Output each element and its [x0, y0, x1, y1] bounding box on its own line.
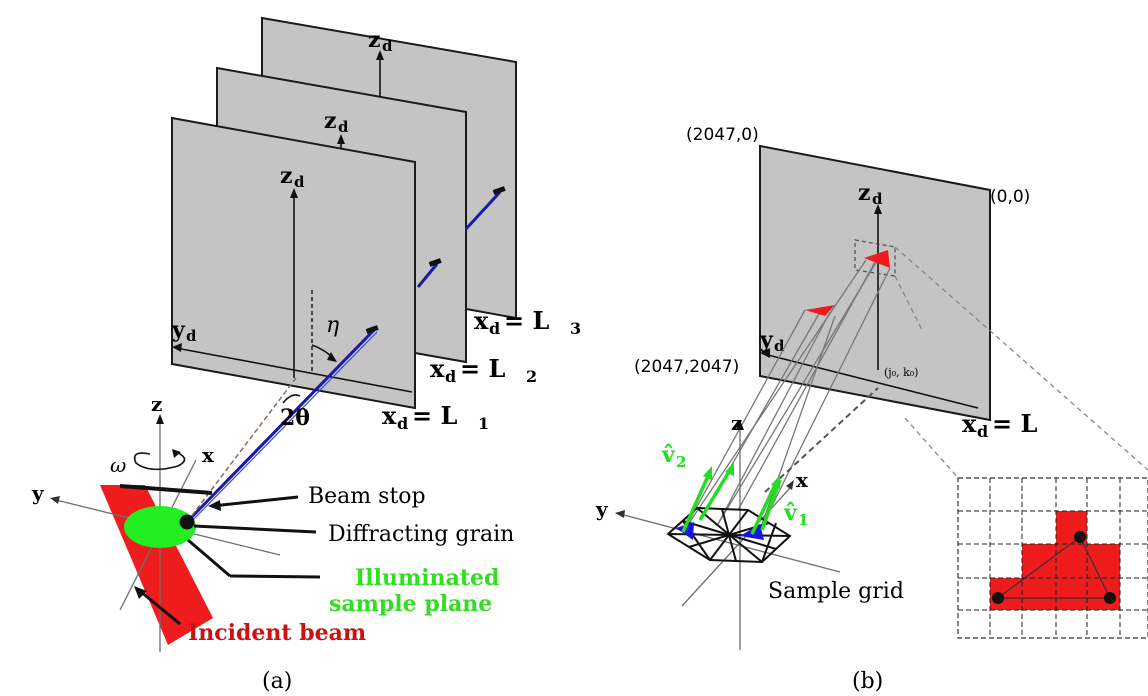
incident-beam-label: Incident beam: [188, 620, 366, 646]
xd-l3-x: x: [474, 306, 489, 335]
detector1-z-label: z: [280, 163, 293, 189]
xd-l2-num: 2: [526, 367, 537, 386]
detector-b-y-label: y: [759, 327, 774, 353]
omega-rotation-arrow: [133, 451, 186, 471]
diffracting-grain-dot: [179, 514, 195, 530]
corner-top-left-label: (2047,0): [686, 125, 759, 145]
direct-beam-line-b: [764, 387, 879, 493]
xd-l3-sub: d: [489, 319, 500, 338]
vertex-dot-3: [1104, 592, 1116, 604]
xd-l1-num: 1: [478, 414, 489, 433]
diffracting-grain-label: Diffracting grain: [328, 522, 514, 547]
sample-axes-b: z x y: [595, 411, 841, 650]
panel-b: z d y d (j₀, k₀) (2047,0) (0,0) (2047,20…: [595, 125, 1148, 694]
detector1-z-sub: d: [294, 173, 305, 191]
detector1-y-sub: d: [186, 327, 197, 345]
xd-l2-sub: d: [445, 367, 456, 386]
xd-l1-x: x: [382, 401, 397, 430]
detector-b-x-sub: d: [977, 422, 988, 441]
detector-b-y-sub: d: [774, 337, 785, 355]
eta-angle-label: η: [326, 313, 339, 338]
detector3-z-sub: d: [382, 37, 393, 55]
vertex-dot-1: [992, 592, 1004, 604]
detector-b-eq: = L: [992, 409, 1037, 438]
basis-vectors: [681, 469, 782, 535]
panel-a: z d z d z d y d η: [31, 16, 581, 694]
detector-distance-labels: x d = L 3 x d = L 2 x d = L 1: [382, 306, 581, 433]
axis-y-label-a: y: [31, 481, 45, 505]
v2-label: v̂: [661, 442, 676, 468]
axis-x-label-a: x: [202, 443, 215, 467]
corner-top-right-label: (0,0): [990, 187, 1030, 207]
xd-l1-eq: = L: [412, 401, 457, 430]
direct-beam-line: [186, 377, 297, 523]
v1-label: v̂: [783, 500, 798, 526]
zoomed-pixel-grid: [957, 477, 1148, 639]
panel-a-caption: (a): [262, 669, 292, 694]
illuminated-label-line1: Illuminated: [355, 565, 499, 591]
detector-plane-1: z d y d η: [171, 116, 416, 410]
xd-l2-x: x: [430, 354, 445, 383]
zoom-region-box: [854, 239, 896, 277]
projection-rays: [682, 255, 891, 533]
axis-z-label-a: z: [151, 392, 162, 416]
detector1-y-label: y: [171, 317, 186, 343]
xd-l1-sub: d: [397, 414, 408, 433]
beam-stop-bar: [119, 484, 213, 495]
center-pixel-label: (j₀, k₀): [884, 366, 918, 379]
axis-y-label-b: y: [595, 497, 609, 521]
diffracted-rays: [185, 186, 506, 525]
spot-1: [805, 305, 835, 316]
detector-plane-b: [759, 144, 991, 422]
spot-2: [864, 250, 890, 268]
panel-b-caption: (b): [852, 669, 883, 694]
detector-b-x-label: x: [962, 409, 977, 438]
two-theta-label: 2θ: [280, 405, 310, 431]
xd-l3-num: 3: [570, 319, 581, 338]
xd-l3-eq: = L: [504, 306, 549, 335]
beam-stop-label: Beam stop: [308, 484, 426, 509]
v1-sub: 1: [798, 511, 808, 529]
axis-z-label-b: z: [731, 411, 742, 435]
xd-l2-eq: = L: [460, 354, 505, 383]
detector-b-z-label: z: [858, 180, 871, 206]
detector3-z-label: z: [368, 27, 381, 53]
corner-bottom-left-label: (2047,2047): [634, 357, 739, 377]
illuminated-label-line2: sample plane: [329, 591, 492, 617]
vertex-dot-2: [1074, 531, 1086, 543]
sample-grid-label: Sample grid: [768, 579, 904, 604]
detector2-z-label: z: [324, 108, 337, 134]
leader-arrows: [134, 495, 321, 626]
omega-label: ω: [110, 453, 126, 477]
illuminated-region: [124, 506, 196, 548]
detector2-z-sub: d: [338, 118, 349, 136]
axis-x-label-b: x: [796, 468, 809, 492]
detector-b-z-sub: d: [872, 190, 883, 208]
v2-sub: 2: [676, 453, 686, 471]
